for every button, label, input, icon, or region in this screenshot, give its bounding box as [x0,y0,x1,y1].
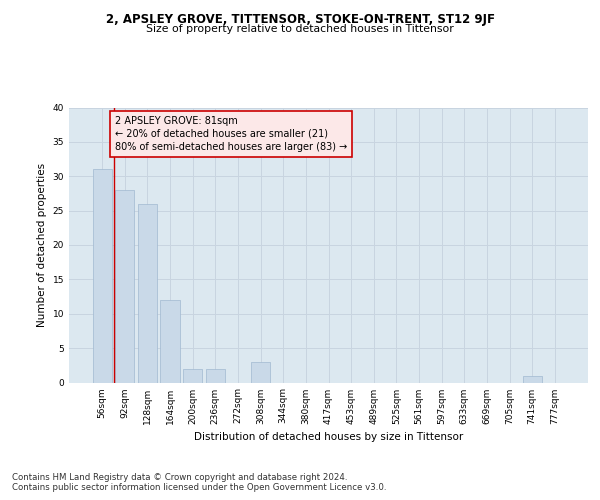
Bar [160,300,180,382]
Text: Contains public sector information licensed under the Open Government Licence v3: Contains public sector information licen… [12,484,386,492]
X-axis label: Distribution of detached houses by size in Tittensor: Distribution of detached houses by size … [194,432,463,442]
Bar [251,362,270,382]
Y-axis label: Number of detached properties: Number of detached properties [37,163,47,327]
Bar [523,376,542,382]
Text: 2 APSLEY GROVE: 81sqm
← 20% of detached houses are smaller (21)
80% of semi-deta: 2 APSLEY GROVE: 81sqm ← 20% of detached … [115,116,347,152]
Bar [115,190,134,382]
Text: Size of property relative to detached houses in Tittensor: Size of property relative to detached ho… [146,24,454,34]
Bar [138,204,157,382]
Bar [206,369,225,382]
Bar [92,170,112,382]
Text: 2, APSLEY GROVE, TITTENSOR, STOKE-ON-TRENT, ST12 9JF: 2, APSLEY GROVE, TITTENSOR, STOKE-ON-TRE… [106,12,494,26]
Text: Contains HM Land Registry data © Crown copyright and database right 2024.: Contains HM Land Registry data © Crown c… [12,472,347,482]
Bar [183,369,202,382]
